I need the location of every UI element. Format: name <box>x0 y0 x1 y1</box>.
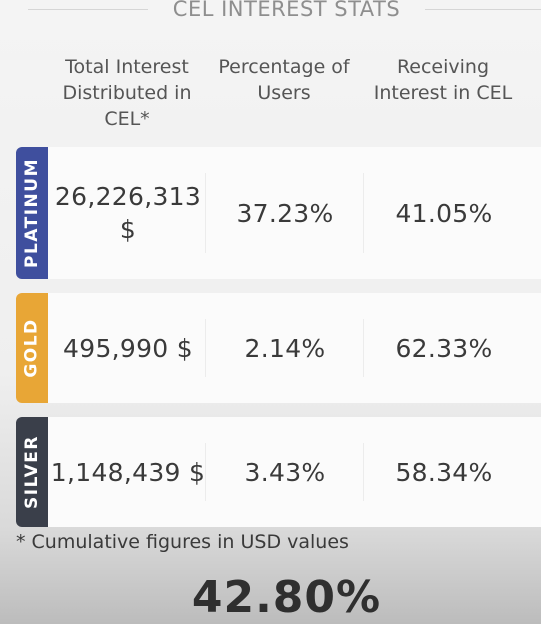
table-row-platinum: PLATINUM 26,226,313 $ 37.23% 41.05% <box>16 147 541 279</box>
column-divider <box>363 173 364 253</box>
column-divider <box>205 173 206 253</box>
receiving-interest-value: 62.33% <box>395 333 493 363</box>
stats-title: CEL INTEREST STATS <box>172 0 401 21</box>
tier-label: SILVER <box>22 435 43 509</box>
table-row-silver: SILVER 1,148,439 $ 3.43% 58.34% <box>16 417 541 527</box>
column-divider <box>205 443 206 501</box>
tier-badge-platinum: PLATINUM <box>16 147 48 279</box>
table-row-gold: GOLD 495,990 $ 2.14% 62.33% <box>16 293 541 403</box>
column-divider <box>205 319 206 377</box>
header-percentage-users: Percentage of Users <box>218 56 350 104</box>
column-divider <box>363 319 364 377</box>
total-interest-value: 26,226,313 $ <box>54 182 202 244</box>
title-bar: CEL INTEREST STATS <box>0 0 541 26</box>
percentage-users-value: 3.43% <box>244 457 326 487</box>
title-divider-right <box>425 9 541 10</box>
receiving-interest-value: 41.05% <box>395 198 493 228</box>
highlight-percentage: 42.80% <box>191 572 382 623</box>
receiving-interest-value: 58.34% <box>395 457 493 487</box>
tier-badge-silver: SILVER <box>16 417 48 527</box>
header-receiving-interest: Receiving Interest in CEL <box>373 56 513 104</box>
title-divider-left <box>28 9 148 10</box>
tier-badge-gold: GOLD <box>16 293 48 403</box>
percentage-users-value: 2.14% <box>244 333 326 363</box>
footnote: * Cumulative figures in USD values <box>16 531 349 553</box>
column-divider <box>363 443 364 501</box>
total-interest-value: 495,990 $ <box>63 333 193 363</box>
tier-label: PLATINUM <box>22 158 42 268</box>
header-total-interest: Total Interest Distributed in CEL* <box>62 56 192 130</box>
total-interest-value: 1,148,439 $ <box>50 457 206 487</box>
percentage-users-value: 37.23% <box>236 198 334 228</box>
tier-label: GOLD <box>22 318 43 378</box>
